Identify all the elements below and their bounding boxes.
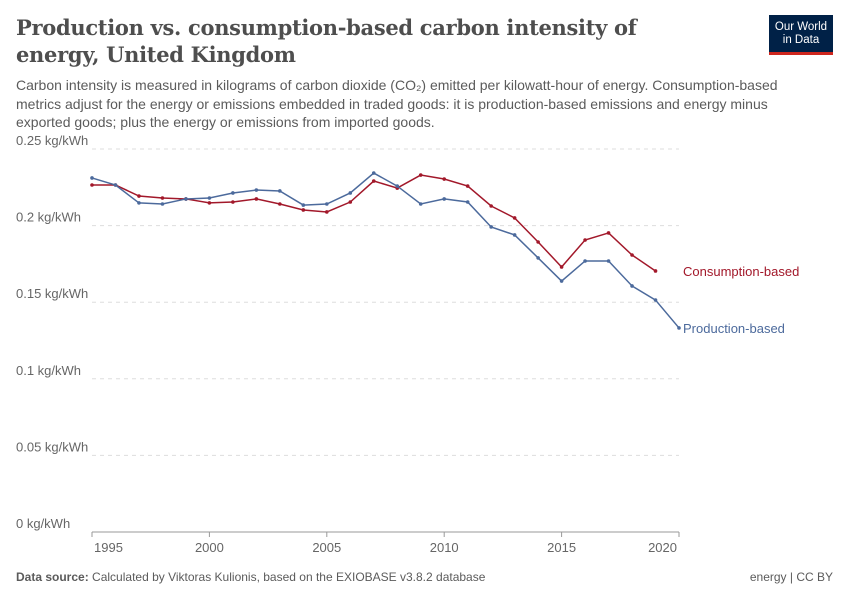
- data-point: [606, 259, 611, 263]
- data-point: [278, 189, 282, 193]
- y-tick-label: 0.1 kg/kWh: [16, 363, 81, 378]
- source-label: Data source:: [16, 570, 89, 584]
- data-point: [536, 240, 540, 244]
- data-point: [418, 202, 423, 206]
- data-point: [583, 238, 587, 242]
- series-label: Consumption-based: [683, 264, 799, 279]
- data-point: [489, 204, 493, 208]
- data-point: [653, 269, 658, 273]
- data-point: [677, 326, 681, 330]
- data-point: [465, 184, 470, 188]
- data-point: [630, 284, 634, 288]
- data-point: [512, 216, 517, 220]
- data-point: [113, 183, 118, 187]
- data-point: [348, 191, 353, 195]
- data-point: [606, 231, 611, 235]
- data-point: [653, 298, 658, 302]
- data-point: [371, 179, 376, 183]
- chart-title: Production vs. consumption-based carbon …: [16, 15, 637, 67]
- data-point: [207, 201, 212, 205]
- y-tick-label: 0.2 kg/kWh: [16, 210, 81, 225]
- y-tick-label: 0.05 kg/kWh: [16, 439, 88, 454]
- data-point: [512, 233, 517, 237]
- data-point: [231, 200, 235, 204]
- data-point: [465, 200, 470, 204]
- x-tick-label: 2010: [430, 540, 459, 555]
- data-point: [395, 184, 400, 188]
- data-point: [301, 203, 306, 207]
- data-point: [442, 197, 447, 201]
- data-point: [301, 208, 306, 212]
- license[interactable]: energy | CC BY: [749, 570, 833, 584]
- data-point: [90, 176, 94, 180]
- data-point: [325, 210, 329, 214]
- data-point: [137, 194, 141, 198]
- data-point: [184, 197, 188, 201]
- data-point: [254, 188, 259, 192]
- data-source: Data source: Calculated by Viktoras Kuli…: [16, 570, 485, 584]
- data-point: [207, 196, 212, 200]
- data-point: [630, 253, 634, 257]
- data-point: [231, 191, 235, 195]
- data-point: [371, 171, 376, 175]
- x-tick-label: 1995: [94, 540, 123, 555]
- data-point: [160, 202, 165, 206]
- series-line-consumption-based: [92, 174, 656, 272]
- data-point: [489, 225, 493, 229]
- series-line-production-based: [91, 172, 680, 329]
- x-tick-label: 2005: [312, 540, 341, 555]
- data-point: [559, 279, 564, 283]
- data-point: [348, 200, 353, 204]
- data-point: [278, 202, 282, 206]
- data-point: [137, 201, 141, 205]
- series-label: Production-based: [683, 321, 785, 336]
- owid-logo[interactable]: Our World in Data: [769, 15, 833, 55]
- data-point: [536, 256, 540, 260]
- source-text[interactable]: Calculated by Viktoras Kulionis, based o…: [92, 570, 486, 584]
- x-tick-label: 2020: [648, 540, 677, 555]
- data-point: [254, 197, 259, 201]
- data-point: [90, 183, 94, 187]
- y-tick-label: 0 kg/kWh: [16, 516, 70, 531]
- data-point: [583, 259, 587, 263]
- data-point: [325, 202, 329, 206]
- x-tick-label: 2015: [547, 540, 576, 555]
- data-point: [559, 265, 564, 269]
- y-tick-label: 0.15 kg/kWh: [16, 286, 88, 301]
- x-tick-label: 2000: [195, 540, 224, 555]
- data-point: [442, 177, 447, 181]
- data-point: [160, 196, 165, 200]
- chart-subtitle: Carbon intensity is measured in kilogram…: [16, 77, 778, 130]
- y-tick-label: 0.25 kg/kWh: [16, 133, 88, 148]
- data-point: [418, 173, 423, 177]
